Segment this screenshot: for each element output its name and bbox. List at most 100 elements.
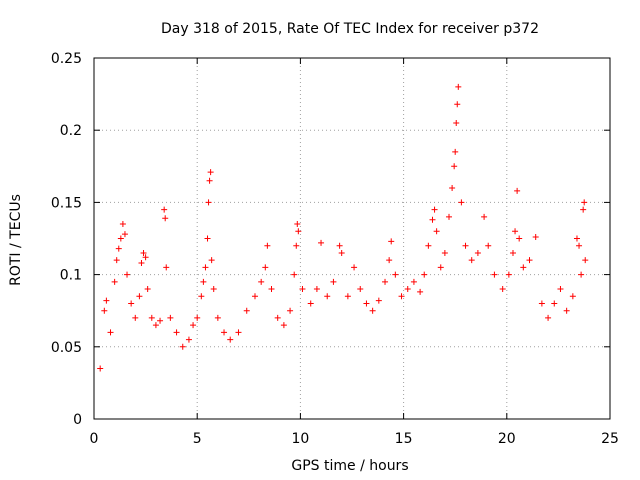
data-point bbox=[417, 288, 424, 295]
data-point bbox=[299, 286, 306, 293]
data-point bbox=[446, 213, 453, 220]
data-point bbox=[138, 260, 145, 267]
data-point bbox=[563, 307, 570, 314]
data-point bbox=[386, 257, 393, 264]
data-point bbox=[313, 286, 320, 293]
data-point bbox=[206, 177, 213, 184]
data-point bbox=[449, 184, 456, 191]
y-tick-label: 0.2 bbox=[60, 123, 82, 139]
data-point bbox=[142, 254, 149, 261]
data-point bbox=[468, 257, 475, 264]
data-point bbox=[144, 286, 151, 293]
data-point bbox=[357, 286, 364, 293]
data-point bbox=[235, 329, 242, 336]
data-point bbox=[111, 278, 118, 285]
data-point bbox=[516, 235, 523, 242]
y-tick-label: 0 bbox=[73, 412, 82, 428]
data-point bbox=[573, 235, 580, 242]
data-point bbox=[115, 245, 122, 252]
data-point bbox=[532, 234, 539, 241]
data-point bbox=[433, 228, 440, 235]
data-point bbox=[162, 215, 169, 222]
data-point bbox=[208, 257, 215, 264]
data-point bbox=[307, 300, 314, 307]
data-point bbox=[132, 314, 139, 321]
data-point bbox=[375, 297, 382, 304]
data-point bbox=[429, 216, 436, 223]
data-point bbox=[295, 228, 302, 235]
data-point bbox=[293, 242, 300, 249]
y-axis-label: ROTI / TECUs bbox=[8, 194, 24, 286]
data-point bbox=[551, 300, 558, 307]
data-point bbox=[157, 317, 164, 324]
data-point bbox=[485, 242, 492, 249]
data-point bbox=[453, 119, 460, 126]
data-point bbox=[520, 264, 527, 271]
data-point bbox=[202, 264, 209, 271]
data-point bbox=[119, 221, 126, 228]
data-point bbox=[351, 264, 358, 271]
x-axis-label: GPS time / hours bbox=[291, 458, 408, 474]
data-point bbox=[458, 199, 465, 206]
x-tick-label: 25 bbox=[601, 431, 619, 447]
data-point bbox=[538, 300, 545, 307]
data-point bbox=[243, 307, 250, 314]
data-point bbox=[452, 148, 459, 155]
data-point bbox=[410, 278, 417, 285]
data-point bbox=[200, 278, 207, 285]
data-point bbox=[338, 249, 345, 256]
data-point bbox=[179, 343, 186, 350]
data-point bbox=[227, 336, 234, 343]
data-point bbox=[214, 314, 221, 321]
data-point bbox=[318, 239, 325, 246]
data-point bbox=[398, 293, 405, 300]
data-point bbox=[262, 264, 269, 271]
data-point bbox=[481, 213, 488, 220]
chart-title: Day 318 of 2015, Rate Of TEC Index for r… bbox=[161, 21, 539, 37]
data-point bbox=[103, 297, 110, 304]
data-point bbox=[280, 322, 287, 329]
data-point bbox=[258, 278, 265, 285]
data-point bbox=[369, 307, 376, 314]
data-point bbox=[581, 199, 588, 206]
data-point bbox=[437, 264, 444, 271]
data-point bbox=[382, 278, 389, 285]
data-point bbox=[268, 286, 275, 293]
data-point bbox=[582, 257, 589, 264]
data-point bbox=[117, 235, 124, 242]
y-tick-label: 0.25 bbox=[51, 51, 82, 67]
y-tick-label: 0.1 bbox=[60, 268, 82, 284]
data-point bbox=[173, 329, 180, 336]
data-point bbox=[526, 257, 533, 264]
x-tick-label: 20 bbox=[498, 431, 516, 447]
data-point bbox=[294, 221, 301, 228]
data-point bbox=[499, 286, 506, 293]
data-point bbox=[221, 329, 228, 336]
data-point bbox=[185, 336, 192, 343]
data-points bbox=[97, 83, 589, 372]
axis-ticks: 0 5 10 15 20 25 0 0.05 0.1 0.15 0.2 0.25 bbox=[51, 51, 619, 447]
y-tick-label: 0.15 bbox=[51, 195, 82, 211]
data-point bbox=[580, 206, 587, 213]
data-point bbox=[204, 235, 211, 242]
x-tick-label: 0 bbox=[90, 431, 99, 447]
data-point bbox=[431, 206, 438, 213]
data-point bbox=[392, 271, 399, 278]
data-point bbox=[210, 286, 217, 293]
data-point bbox=[451, 163, 458, 170]
data-point bbox=[251, 293, 258, 300]
data-point bbox=[545, 314, 552, 321]
data-point bbox=[557, 286, 564, 293]
data-point bbox=[97, 365, 104, 372]
data-point bbox=[124, 271, 131, 278]
data-point bbox=[205, 199, 212, 206]
data-point bbox=[462, 242, 469, 249]
data-point bbox=[324, 293, 331, 300]
y-tick-label: 0.05 bbox=[51, 340, 82, 356]
data-point bbox=[474, 249, 481, 256]
data-point bbox=[274, 314, 281, 321]
data-point bbox=[330, 278, 337, 285]
data-point bbox=[344, 293, 351, 300]
data-point bbox=[128, 300, 135, 307]
